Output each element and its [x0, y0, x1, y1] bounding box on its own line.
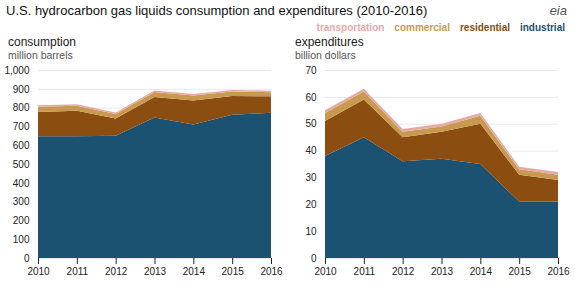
html-text:billion dollars: billion dollars: [295, 49, 356, 61]
svg-text:800: 800: [13, 102, 30, 113]
svg-text:20: 20: [305, 199, 317, 210]
svg-text:0: 0: [24, 253, 30, 264]
svg-text:200: 200: [13, 215, 30, 226]
svg-text:2014: 2014: [470, 266, 493, 277]
svg-text:2014: 2014: [183, 266, 206, 277]
svg-text:2010: 2010: [27, 266, 50, 277]
html-text:industrial: industrial: [520, 22, 565, 33]
svg-text:2015: 2015: [509, 266, 532, 277]
svg-text:2015: 2015: [222, 266, 245, 277]
svg-text:70: 70: [305, 65, 317, 76]
html-text:transportation: transportation: [316, 22, 385, 33]
html-text:million barrels: million barrels: [8, 49, 73, 61]
svg-text:1,000: 1,000: [4, 65, 29, 76]
svg-text:10: 10: [305, 226, 317, 237]
html-text:U.S. hydrocarbon gas liquids c: U.S. hydrocarbon gas liquids consumption…: [6, 3, 428, 18]
svg-text:2012: 2012: [105, 266, 128, 277]
html-text:eia: eia: [549, 3, 567, 18]
svg-text:100: 100: [13, 234, 30, 245]
svg-text:300: 300: [13, 196, 30, 207]
svg-text:2011: 2011: [354, 266, 376, 277]
html-text:commercial: commercial: [394, 22, 450, 33]
svg-text:900: 900: [13, 84, 30, 95]
svg-text:600: 600: [13, 140, 30, 151]
svg-text:2011: 2011: [67, 266, 89, 277]
svg-text:40: 40: [305, 145, 317, 156]
svg-text:2012: 2012: [392, 266, 415, 277]
svg-text:2010: 2010: [314, 266, 337, 277]
svg-text:2016: 2016: [547, 266, 570, 277]
svg-text:2013: 2013: [144, 266, 167, 277]
html-text:residential: residential: [460, 22, 510, 33]
svg-text:50: 50: [305, 118, 317, 129]
svg-text:0: 0: [311, 253, 317, 264]
html-text:expenditures: expenditures: [295, 35, 364, 49]
svg-text:60: 60: [305, 92, 317, 103]
svg-text:400: 400: [13, 178, 30, 189]
svg-text:700: 700: [13, 121, 30, 132]
svg-text:30: 30: [305, 172, 317, 183]
svg-text:2016: 2016: [260, 266, 283, 277]
html-text:consumption: consumption: [8, 35, 76, 49]
svg-text:2013: 2013: [431, 266, 454, 277]
svg-text:500: 500: [13, 159, 30, 170]
